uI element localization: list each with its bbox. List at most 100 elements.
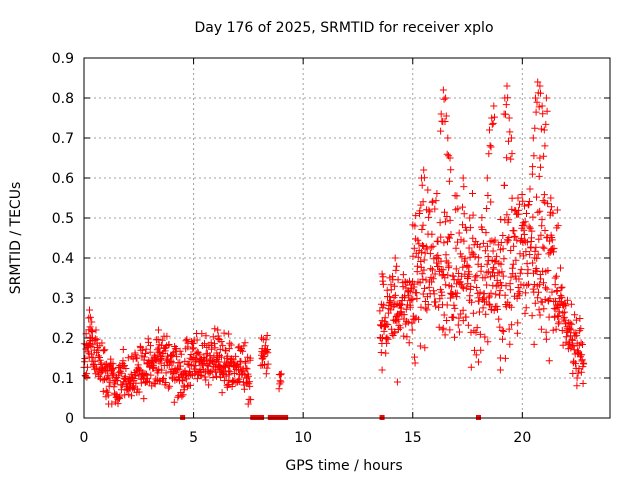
data-point: [487, 143, 495, 151]
data-point: [531, 299, 539, 307]
data-point: [483, 281, 491, 289]
data-point: [457, 236, 465, 244]
data-point: [505, 216, 513, 224]
data-point: [419, 242, 426, 249]
data-point: [176, 347, 184, 355]
data-point: [546, 211, 554, 219]
data-point: [152, 375, 160, 383]
data-point: [177, 350, 185, 358]
data-point: [418, 181, 426, 189]
data-point: [508, 205, 516, 213]
data-point: [524, 266, 532, 274]
data-point: [559, 341, 567, 349]
data-point: [540, 244, 548, 252]
data-point: [412, 212, 420, 220]
data-point: [139, 346, 147, 354]
data-point: [89, 341, 97, 349]
data-point: [542, 94, 550, 102]
data-point: [240, 342, 248, 350]
data-point: [100, 346, 108, 354]
data-point: [131, 351, 139, 359]
data-point: [542, 335, 550, 343]
data-point: [132, 371, 140, 379]
data-point: [553, 224, 561, 232]
data-point: [566, 319, 574, 327]
data-point: [510, 242, 518, 250]
data-point: [128, 392, 135, 400]
data-point: [137, 379, 145, 387]
data-point: [521, 202, 528, 210]
data-point: [377, 349, 385, 356]
data-point: [537, 125, 545, 133]
data-point: [151, 380, 159, 388]
data-point: [533, 193, 540, 201]
data-point: [558, 327, 566, 334]
data-point: [537, 89, 544, 97]
data-point: [391, 282, 399, 290]
data-point: [387, 286, 395, 294]
data-point: [499, 245, 507, 253]
data-point: [507, 155, 515, 163]
data-point: [449, 272, 457, 280]
data-point: [523, 210, 530, 217]
data-point: [435, 323, 443, 331]
data-point: [454, 205, 462, 213]
data-point: [459, 174, 467, 182]
data-point: [554, 313, 562, 320]
data-point: [518, 191, 526, 198]
data-point: [264, 349, 272, 357]
data-point: [118, 369, 126, 377]
data-point: [540, 126, 548, 134]
data-point: [543, 285, 551, 293]
data-point: [129, 355, 137, 363]
x-axis-label: GPS time / hours: [285, 458, 402, 474]
data-point: [567, 326, 575, 334]
data-point: [140, 353, 148, 361]
data-point: [540, 152, 548, 160]
data-point: [512, 256, 520, 264]
data-point: [190, 344, 198, 352]
data-point: [523, 281, 531, 289]
data-point: [166, 382, 174, 390]
data-point: [523, 260, 531, 268]
data-point: [538, 222, 546, 230]
data-point: [472, 328, 480, 336]
data-point: [187, 371, 195, 379]
data-point: [553, 302, 561, 310]
data-point: [517, 281, 525, 289]
data-point: [222, 372, 230, 380]
data-point: [415, 315, 423, 323]
data-point: [409, 252, 417, 260]
data-point: [460, 237, 468, 245]
data-point: [384, 335, 392, 343]
data-point: [536, 207, 544, 215]
data-point: [522, 289, 530, 297]
data-point: [403, 333, 411, 341]
data-point: [440, 239, 448, 247]
data-point: [541, 198, 549, 206]
chart-title: Day 176 of 2025, SRMTID for receiver xpl…: [194, 20, 493, 36]
data-point: [455, 314, 463, 322]
data-point: [536, 154, 544, 162]
data-point: [262, 336, 270, 344]
data-point: [496, 366, 504, 374]
y-tick-label: 0.9: [52, 51, 74, 67]
data-point: [577, 339, 585, 347]
data-point: [504, 298, 512, 306]
data-point: [501, 181, 508, 189]
data-point: [476, 308, 483, 316]
data-point: [446, 154, 454, 162]
data-point: [441, 218, 449, 226]
data-point: [537, 325, 545, 333]
data-point: [431, 270, 439, 278]
data-point: [92, 326, 100, 334]
data-point: [472, 238, 480, 246]
data-point: [209, 333, 217, 341]
data-point: [515, 292, 523, 300]
data-point: [572, 360, 579, 368]
data-point: [170, 398, 178, 406]
data-point: [520, 226, 528, 234]
data-point: [534, 78, 542, 86]
data-point: [442, 112, 450, 120]
data-point: [119, 357, 127, 365]
